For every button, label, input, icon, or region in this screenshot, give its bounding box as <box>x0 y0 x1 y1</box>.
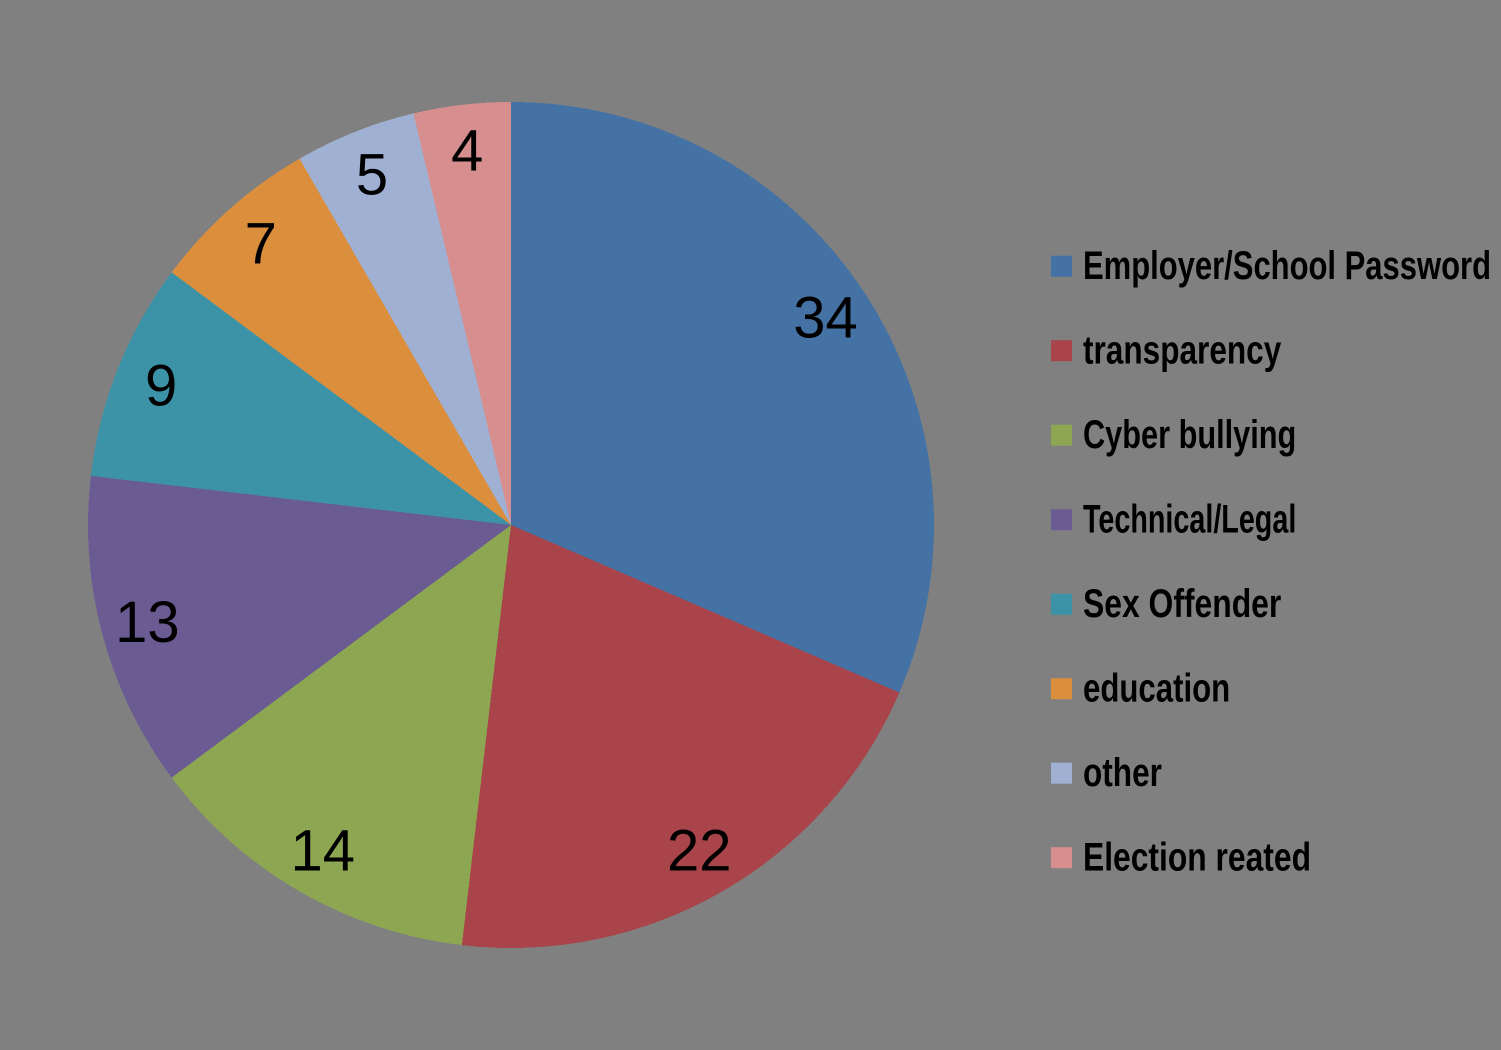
svg-text:Sex Offender: Sex Offender <box>1083 582 1281 626</box>
svg-text:Election reated: Election reated <box>1083 836 1311 880</box>
svg-text:14: 14 <box>291 819 356 884</box>
svg-text:education: education <box>1083 667 1230 711</box>
svg-text:34: 34 <box>793 286 858 351</box>
svg-text:7: 7 <box>245 211 277 276</box>
svg-text:Technical/Legal: Technical/Legal <box>1083 498 1296 542</box>
svg-text:Employer/School Password: Employer/School Password <box>1083 244 1491 288</box>
svg-text:4: 4 <box>451 119 483 184</box>
svg-text:9: 9 <box>145 354 177 419</box>
svg-text:22: 22 <box>667 819 732 884</box>
svg-text:5: 5 <box>356 143 388 208</box>
svg-text:13: 13 <box>115 590 180 655</box>
svg-text:Cyber bullying: Cyber bullying <box>1083 413 1296 457</box>
svg-text:other: other <box>1083 751 1162 795</box>
svg-text:transparency: transparency <box>1083 329 1282 373</box>
